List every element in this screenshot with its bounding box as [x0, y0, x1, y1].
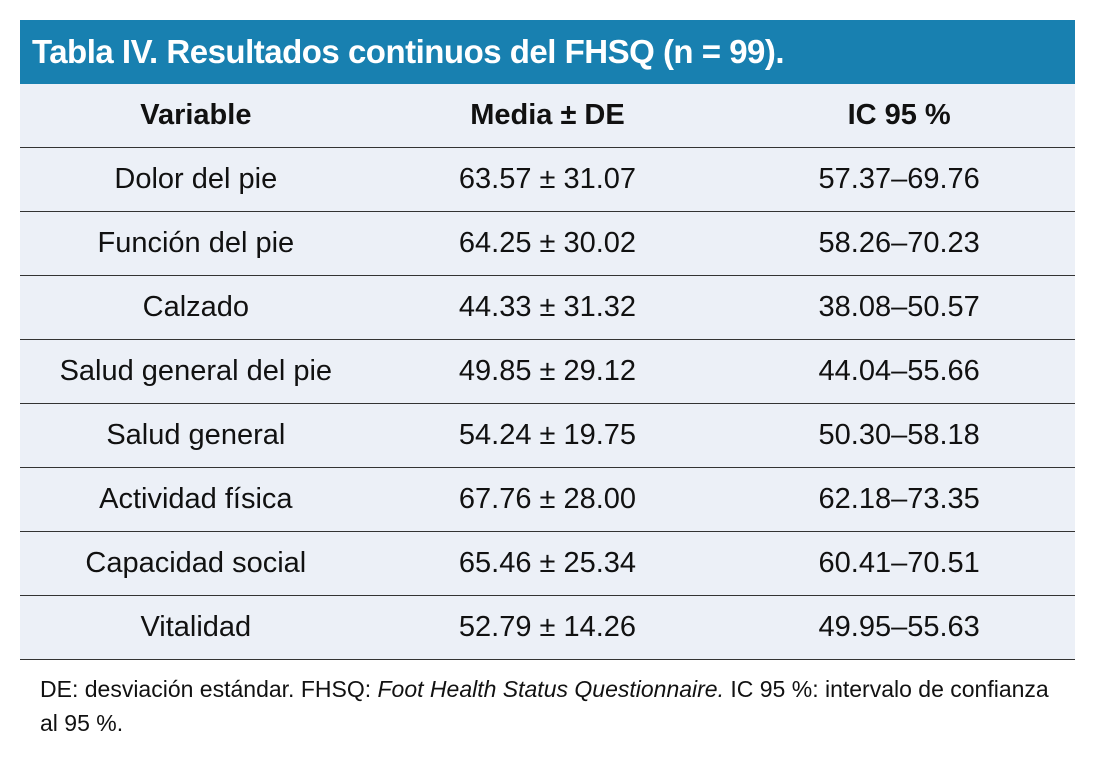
ci-cell: 50.30–58.18 [723, 403, 1075, 468]
results-table: Variable Media ± DE IC 95 % Dolor del pi… [20, 84, 1075, 660]
table-row: Calzado 44.33 ± 31.32 38.08–50.57 [20, 275, 1075, 340]
mean-sd-cell: 67.76 ± 28.00 [371, 467, 724, 532]
variable-cell: Vitalidad [20, 595, 372, 660]
footnote-text: IC 95 %: intervalo de confianza al 95 %. [40, 676, 1049, 736]
variable-cell: Calzado [20, 275, 372, 340]
table-row: Función del pie 64.25 ± 30.02 58.26–70.23 [20, 211, 1075, 276]
table-row: Capacidad social 65.46 ± 25.34 60.41–70.51 [20, 531, 1075, 596]
ci-cell: 44.04–55.66 [723, 339, 1075, 404]
ci-cell: 60.41–70.51 [723, 531, 1075, 596]
table-row: Actividad física 67.76 ± 28.00 62.18–73.35 [20, 467, 1075, 532]
ci-cell: 58.26–70.23 [723, 211, 1075, 276]
footnote: DE: desviación estándar. FHSQ: Foot Heal… [40, 672, 1070, 740]
header-row: Variable Media ± DE IC 95 % [20, 84, 1075, 148]
variable-cell: Dolor del pie [20, 147, 372, 212]
variable-cell: Salud general del pie [20, 339, 372, 404]
mean-sd-cell: 44.33 ± 31.32 [371, 275, 724, 340]
table-row: Salud general 54.24 ± 19.75 50.30–58.18 [20, 403, 1075, 468]
table-row: Dolor del pie 63.57 ± 31.07 57.37–69.76 [20, 147, 1075, 212]
variable-cell: Salud general [20, 403, 372, 468]
column-header: Media ± DE [371, 84, 724, 148]
ci-cell: 62.18–73.35 [723, 467, 1075, 532]
column-header: Variable [20, 84, 372, 148]
variable-cell: Función del pie [20, 211, 372, 276]
table-row: Vitalidad 52.79 ± 14.26 49.95–55.63 [20, 595, 1075, 660]
table-row: Salud general del pie 49.85 ± 29.12 44.04–… [20, 339, 1075, 404]
ci-cell: 49.95–55.63 [723, 595, 1075, 660]
ci-cell: 57.37–69.76 [723, 147, 1075, 212]
mean-sd-cell: 52.79 ± 14.26 [371, 595, 724, 660]
variable-cell: Capacidad social [20, 531, 372, 596]
ci-cell: 38.08–50.57 [723, 275, 1075, 340]
mean-sd-cell: 65.46 ± 25.34 [371, 531, 724, 596]
variable-cell: Actividad física [20, 467, 372, 532]
footnote-text: DE: desviación estándar. FHSQ: [40, 676, 378, 702]
mean-sd-cell: 49.85 ± 29.12 [371, 339, 724, 404]
mean-sd-cell: 64.25 ± 30.02 [371, 211, 724, 276]
table-container: Tabla IV. Resultados continuos del FHSQ … [20, 20, 1075, 660]
mean-sd-cell: 54.24 ± 19.75 [371, 403, 724, 468]
table-title: Tabla IV. Resultados continuos del FHSQ … [20, 20, 1075, 84]
column-header: IC 95 % [723, 84, 1075, 148]
mean-sd-cell: 63.57 ± 31.07 [371, 147, 724, 212]
footnote-italic: Foot Health Status Questionnaire. [377, 676, 724, 702]
